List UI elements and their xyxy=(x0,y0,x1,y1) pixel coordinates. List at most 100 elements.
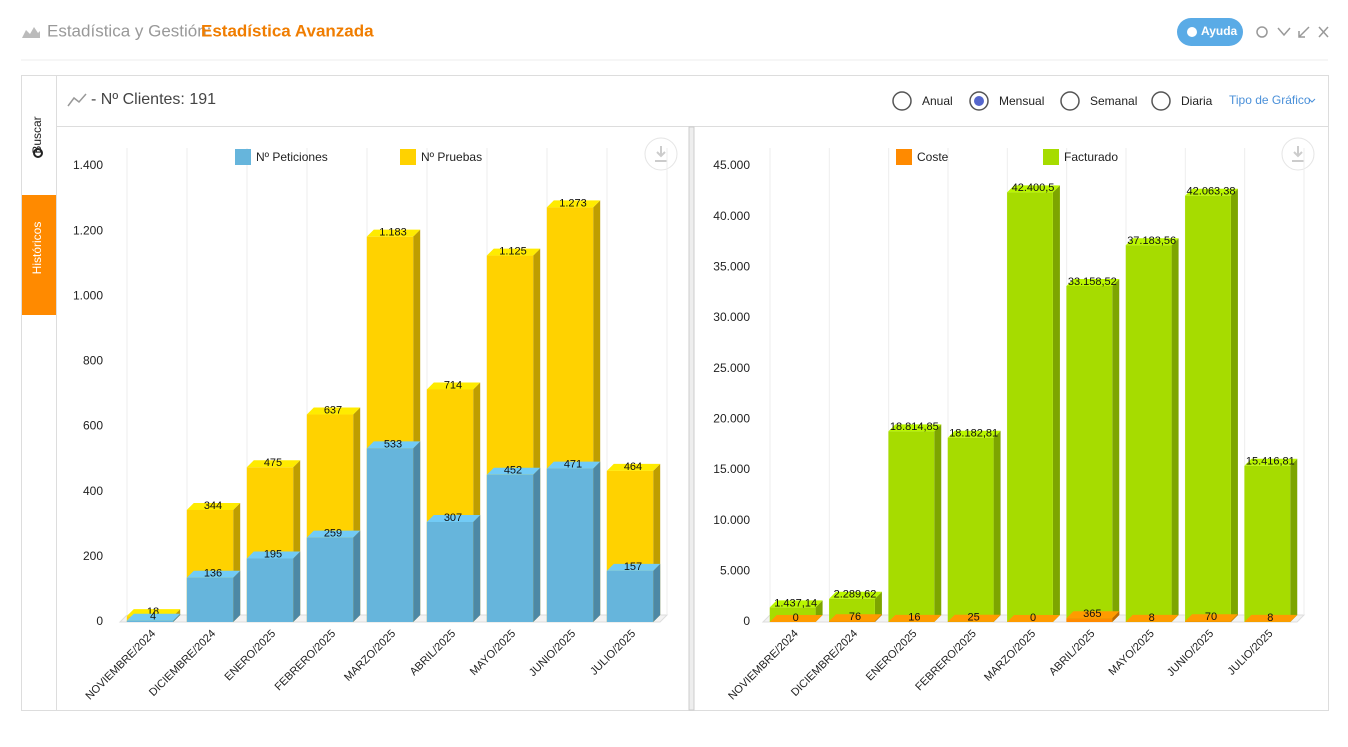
bar-side xyxy=(1112,279,1119,622)
value-label: 8 xyxy=(1267,612,1273,624)
value-label: 365 xyxy=(1083,608,1101,620)
legend-swatch xyxy=(1043,149,1059,165)
x-tick-label: JUNIO/2025 xyxy=(527,628,578,679)
bar xyxy=(247,558,293,622)
radio-label[interactable]: Semanal xyxy=(1090,94,1137,108)
radio-label[interactable]: Diaria xyxy=(1181,94,1213,108)
legend-swatch xyxy=(400,149,416,165)
y-tick-label: 200 xyxy=(83,549,103,563)
y-tick-label: 40.000 xyxy=(713,209,750,223)
value-label: 344 xyxy=(204,500,222,512)
bar-side xyxy=(994,431,1001,622)
y-tick-label: 5.000 xyxy=(720,564,750,578)
bar xyxy=(1066,286,1112,622)
chart-type-menu[interactable]: Tipo de Gráfico xyxy=(1229,93,1311,107)
value-label: 1.183 xyxy=(379,227,407,239)
chart-divider[interactable] xyxy=(689,127,694,710)
bar xyxy=(1185,196,1231,622)
header-section: Estadística y Gestión: xyxy=(47,21,211,40)
x-tick-label: ABRIL/2025 xyxy=(1047,628,1097,678)
value-label: 637 xyxy=(324,404,342,416)
panel-title: - Nº Clientes: 191 xyxy=(91,91,216,108)
tab-historic[interactable]: Históricos xyxy=(30,222,44,275)
bar xyxy=(1007,192,1053,622)
bar-side xyxy=(1053,185,1060,622)
y-tick-label: 1.200 xyxy=(73,223,103,237)
value-label: 475 xyxy=(264,457,282,469)
bar-side xyxy=(413,441,420,622)
y-tick-label: 45.000 xyxy=(713,158,750,172)
bar xyxy=(487,475,533,622)
x-tick-label: ABRIL/2025 xyxy=(408,628,458,678)
value-label: 16 xyxy=(908,612,920,624)
radio[interactable] xyxy=(893,92,911,110)
window-controls[interactable] xyxy=(1257,27,1328,37)
y-tick-label: 1.000 xyxy=(73,288,103,302)
legend-label: Nº Peticiones xyxy=(256,150,328,164)
value-label: 136 xyxy=(204,568,222,580)
legend-label: Nº Pruebas xyxy=(421,150,482,164)
bar xyxy=(187,578,233,622)
bar-side xyxy=(593,462,600,622)
value-label: 195 xyxy=(264,548,282,560)
bar-side xyxy=(653,564,660,622)
bar xyxy=(948,438,994,622)
x-tick-label: DICIEMBRE/2024 xyxy=(789,628,860,699)
value-label: 0 xyxy=(793,612,799,624)
bar-side xyxy=(1231,189,1238,622)
header-icon xyxy=(22,27,40,38)
value-label: 1.125 xyxy=(499,245,527,257)
x-tick-label: MAYO/2025 xyxy=(1107,628,1157,678)
bar-side xyxy=(934,424,941,622)
y-tick-label: 800 xyxy=(83,354,103,368)
header-title: Estadística Avanzada xyxy=(201,21,374,40)
x-tick-label: ENERO/2025 xyxy=(864,628,920,684)
y-tick-label: 25.000 xyxy=(713,361,750,375)
bar xyxy=(607,571,653,622)
y-tick-label: 0 xyxy=(96,614,103,628)
value-label: 714 xyxy=(444,379,462,391)
value-label: 533 xyxy=(384,438,402,450)
value-label: 259 xyxy=(324,528,342,540)
y-tick-label: 30.000 xyxy=(713,310,750,324)
y-tick-label: 20.000 xyxy=(713,412,750,426)
legend-swatch xyxy=(896,149,912,165)
legend-label: Coste xyxy=(917,150,949,164)
y-tick-label: 15.000 xyxy=(713,462,750,476)
radio-dot xyxy=(974,96,984,106)
value-label: 157 xyxy=(624,561,642,573)
x-tick-label: JUNIO/2025 xyxy=(1165,628,1216,679)
help-label[interactable]: Ayuda xyxy=(1201,24,1238,38)
value-label: 2.289,62 xyxy=(834,589,877,601)
bar-side xyxy=(353,531,360,622)
radio[interactable] xyxy=(1061,92,1079,110)
radio-label[interactable]: Mensual xyxy=(999,94,1044,108)
value-label: 471 xyxy=(564,458,582,470)
value-label: 452 xyxy=(504,465,522,477)
y-tick-label: 600 xyxy=(83,419,103,433)
value-label: 18.814,85 xyxy=(890,421,939,433)
bar xyxy=(1126,245,1172,622)
value-label: 42.400,5 xyxy=(1012,182,1055,194)
y-tick-label: 0 xyxy=(743,614,750,628)
y-tick-label: 10.000 xyxy=(713,513,750,527)
x-tick-label: DICIEMBRE/2024 xyxy=(147,628,218,699)
x-tick-label: FEBRERO/2025 xyxy=(913,628,979,694)
x-tick-label: ENERO/2025 xyxy=(223,628,279,684)
radio-label[interactable]: Anual xyxy=(922,94,953,108)
panel-icon xyxy=(68,94,86,106)
bar-side xyxy=(233,571,240,622)
radio[interactable] xyxy=(1152,92,1170,110)
value-label: 8 xyxy=(1149,612,1155,624)
value-label: 25 xyxy=(968,612,980,624)
help-icon xyxy=(1187,27,1197,37)
bar-side xyxy=(473,515,480,622)
bar xyxy=(888,431,934,622)
value-label: 15.416,81 xyxy=(1246,456,1295,468)
x-tick-label: MAYO/2025 xyxy=(468,628,518,678)
value-label: 70 xyxy=(1205,611,1217,623)
value-label: 42.063,38 xyxy=(1187,186,1236,198)
value-label: 76 xyxy=(849,611,861,623)
